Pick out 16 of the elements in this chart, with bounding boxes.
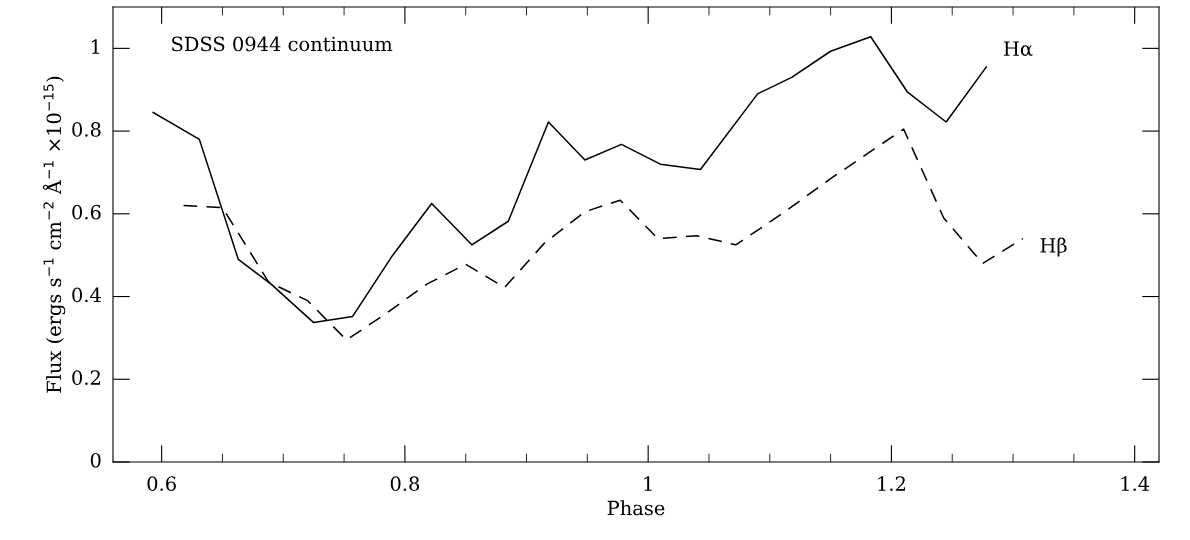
text: Flux (ergs s$^{−1}$ cm$^{−2}$ Å$^{−1}$ ×10$^{−15}$) xyxy=(42,76,66,393)
series-label: Hβ xyxy=(1040,237,1067,257)
y-tick-label: 0 xyxy=(90,452,101,468)
y-tick-label: 0.8 xyxy=(72,122,101,137)
y-tick-label: 0.2 xyxy=(72,370,100,385)
y-tick-label: 1 xyxy=(91,39,100,54)
annotation: SDSS 0944 continuum xyxy=(172,36,393,52)
y-tick-label: 0.6 xyxy=(72,204,101,220)
series-label: Hα xyxy=(1004,41,1033,56)
x-tick-label: 0.8 xyxy=(390,476,420,491)
y-tick-label: 0.4 xyxy=(72,287,101,303)
x-tick-label: 1.4 xyxy=(1121,476,1150,491)
x-axis-title: Phase xyxy=(607,500,665,516)
x-tick-label: 1.2 xyxy=(878,476,905,491)
x-tick-label: 1 xyxy=(644,476,652,491)
x-tick-label: 0.6 xyxy=(147,476,176,491)
